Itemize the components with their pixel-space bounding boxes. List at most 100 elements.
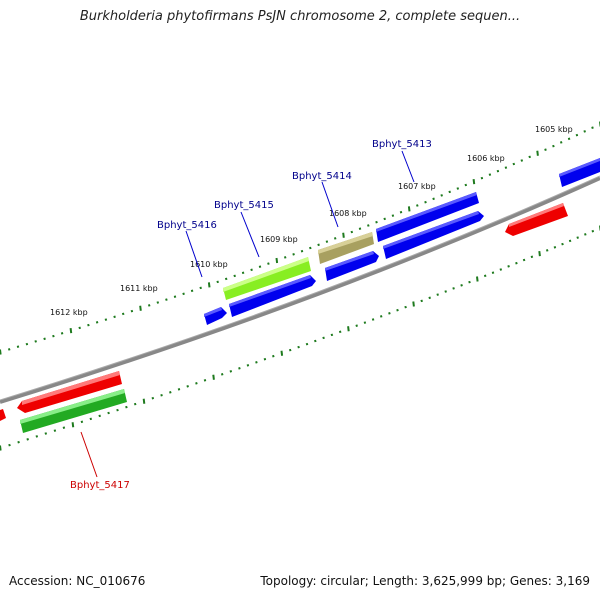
scale-label: 1611 kbp [120,284,158,293]
scale-tick [17,440,20,444]
gene-bar[interactable] [376,192,479,242]
scale-tick [288,348,292,352]
scale-tick [44,432,48,435]
label-leaders [80,150,415,478]
scale-tick [255,361,258,364]
scale-tick [133,402,137,406]
gene-bar[interactable] [325,251,379,281]
scale-tick [224,277,228,281]
gene-label-bphyt-5415[interactable]: Bphyt_5415 [214,200,274,211]
gene-bar[interactable] [204,307,227,325]
tick-rings [0,121,600,451]
scale-tick [460,284,463,287]
scale-tick [139,305,142,311]
scale-tick [250,268,253,272]
scale-tick [553,246,557,249]
scale-tick [342,232,345,238]
scale-tick [333,237,337,240]
scale-tick [367,224,370,227]
scale-tick [440,194,443,197]
scale-tick [43,337,46,341]
scale-tick [177,388,181,391]
scale-tick [16,345,20,348]
scale-tick [591,126,594,129]
scale-tick [233,274,236,278]
gene-bar[interactable] [0,409,6,421]
scale-tick [195,382,198,385]
scale-tick [567,137,571,141]
scale-tick [496,169,500,173]
scale-tick [173,295,177,298]
gene-labels: Bphyt_5413 Bphyt_5414 Bphyt_5415 Bphyt_5… [70,139,432,491]
scale-tick [292,253,295,256]
scale-tick [267,262,270,265]
scale-tick [480,176,484,180]
scale-tick [0,445,2,451]
scale-tick [53,429,57,432]
scale-tick [125,405,128,409]
gene-bar[interactable] [505,203,568,236]
scale-tick [26,438,29,441]
scale-tick [280,350,284,356]
scale-tick [199,286,202,290]
scale-tick [238,367,241,370]
gene-label-bphyt-5414[interactable]: Bphyt_5414 [292,171,352,182]
scale-tick [444,290,447,293]
scale-tick [147,304,151,307]
scale-tick [407,206,411,212]
scale-tick [575,133,579,137]
gene-bar[interactable] [383,211,484,259]
scale-tick [544,148,547,151]
scale-tick [69,327,73,334]
gene-bar[interactable] [229,275,316,317]
scale-tick [491,271,495,274]
gene-label-bphyt-5416[interactable]: Bphyt_5416 [157,220,217,231]
scale-tick [528,155,531,159]
scale-tick [483,274,487,278]
scale-tick [314,339,317,343]
scale-tick [448,190,451,194]
scale-tick [499,268,503,271]
scale-tick [568,239,572,243]
scale-tick [432,197,435,201]
scale-tick [559,141,563,144]
scale-tick [522,258,526,262]
scale-label: 1605 kbp [535,125,573,134]
chromosome-backbone [0,176,600,404]
scale-tick [113,315,116,319]
scale-tick [89,417,93,421]
scale-tick [60,332,64,335]
scale-tick [584,233,587,236]
scale-tick [561,242,564,246]
scale-tick [297,345,300,349]
scale-tick [412,301,415,307]
scale-tick [305,342,309,346]
scale-tick [203,379,207,382]
scale-tick [363,321,367,324]
scale-tick [583,130,586,133]
genome-summary: Topology: circular; Length: 3,625,999 bp… [260,574,590,588]
scale-tick [160,394,163,397]
scale-tick [536,150,539,156]
gene-label-bphyt-5417[interactable]: Bphyt_5417 [70,480,130,491]
gene-bar[interactable] [559,158,600,187]
scale-tick [504,166,508,169]
scale-tick [456,187,460,190]
scale-tick [350,230,354,234]
scale-tick [116,408,119,412]
scale-tick [151,396,155,400]
scale-tick [7,348,11,351]
scale-tick [545,249,549,252]
scale-tick [420,299,423,303]
scale-tick [379,315,383,318]
scale-tick [512,162,516,166]
scale-tick [396,308,399,312]
scale-tick [355,324,358,327]
gene-label-bphyt-5413[interactable]: Bphyt_5413 [372,139,432,150]
scale-tick [488,173,492,176]
scale-tick [317,243,320,247]
scale-tick [464,183,468,187]
scale-tick [388,312,391,315]
map-title: Burkholderia phytofirmans PsJN chromosom… [79,9,521,24]
